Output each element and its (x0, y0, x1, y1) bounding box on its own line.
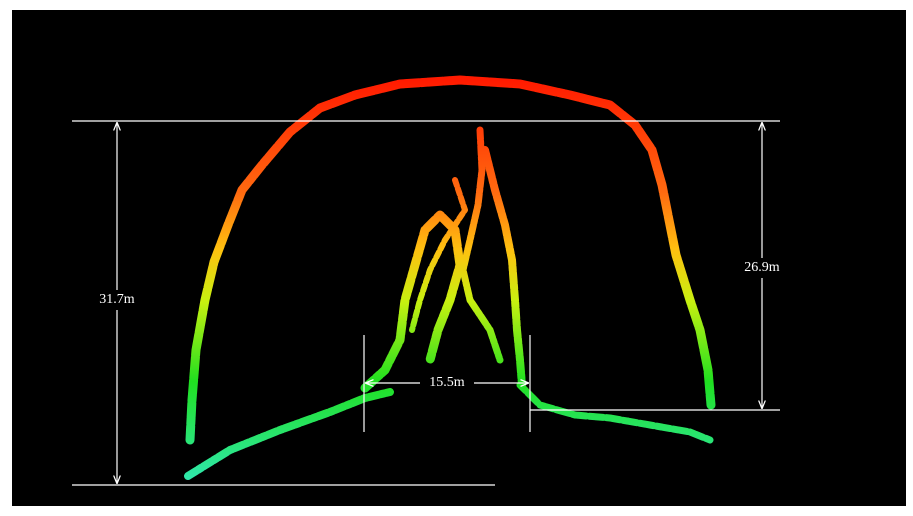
dimension-label: 31.7m (99, 292, 135, 307)
dimension-label: 26.9m (744, 260, 780, 275)
scan-view: 31.7m 26.9m 15.5m (0, 0, 913, 516)
dimension-label: 15.5m (429, 375, 465, 390)
